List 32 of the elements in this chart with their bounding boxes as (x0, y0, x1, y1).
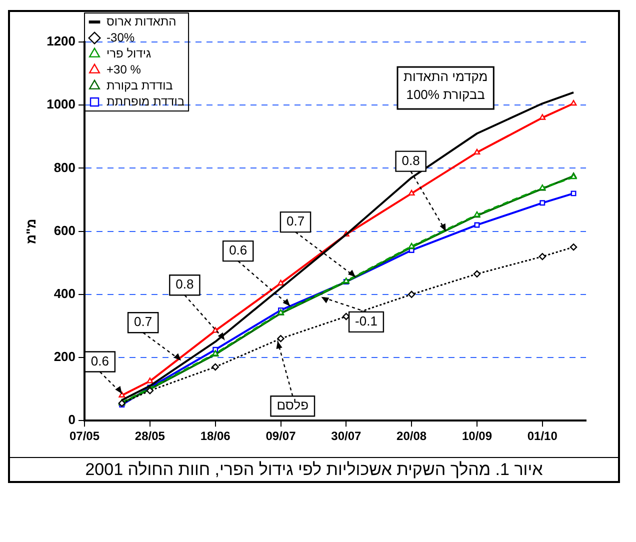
annotation: 0.6 (229, 242, 248, 258)
legend-label: בודדת בקורת (106, 78, 173, 92)
legend-label: +30 % (106, 62, 142, 76)
annotation: 0.6 (90, 353, 109, 368)
x-tick-label: 18/06 (200, 429, 231, 444)
y-axis-title: מ"מ (23, 218, 38, 244)
annotation: פלסם (276, 398, 309, 413)
annotation: 0.8 (402, 152, 420, 168)
y-tick-label: 1200 (46, 34, 76, 49)
x-tick-label: 09/07 (266, 429, 296, 444)
legend-label: גידול פרי (106, 46, 152, 60)
legend-label: בודדת מופחתת (106, 94, 185, 108)
y-tick-label: 800 (54, 160, 76, 175)
annotation: 0.7 (134, 314, 152, 330)
y-tick-label: 200 (54, 349, 76, 364)
text: איור 1. מהלך השקית אשכוליות לפי גידול הפרי, חוות החולה 2001 (84, 459, 544, 481)
x-tick-label: 10/09 (462, 429, 492, 444)
x-tick-label: 01/10 (527, 429, 558, 444)
annotation: -0.1 (355, 314, 378, 328)
x-tick-label: 20/08 (396, 429, 427, 444)
x-tick-label: 28/05 (134, 429, 166, 444)
x-tick-label: 30/07 (331, 429, 362, 444)
y-tick-label: 0 (68, 412, 76, 428)
annotation: 0.8 (176, 276, 194, 292)
y-tick-label: 600 (54, 222, 76, 238)
legend-label: -30% (106, 30, 135, 44)
y-tick-label: 1000 (46, 96, 76, 112)
annotation: 0.7 (286, 214, 305, 229)
x-tick-label: 07/05 (70, 429, 100, 444)
y-tick-label: 400 (54, 286, 76, 301)
legend-label: התאדות ארוס (106, 14, 176, 28)
annotation: מקדמי התאדות בבקורת 100% (404, 69, 488, 102)
